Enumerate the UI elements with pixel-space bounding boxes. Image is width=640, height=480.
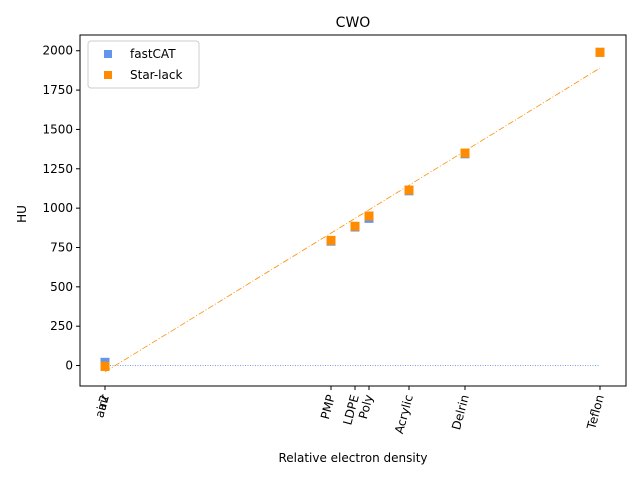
x-axis-label: Relative electron density — [278, 451, 427, 465]
y-tick-label-2: 500 — [50, 280, 73, 294]
x-tick-label-6: Delrin — [449, 393, 472, 431]
x-tick-label-7: Teflon — [584, 393, 607, 432]
y-tick-label-5: 1250 — [42, 162, 73, 176]
marker-1-3 — [350, 221, 360, 231]
x-tick-label-4: Poly — [356, 393, 376, 420]
x-tick-label-2: PMP — [318, 393, 338, 421]
y-tick-label-0: 0 — [65, 359, 73, 373]
fit-line-1 — [104, 67, 601, 373]
y-tick-label-4: 1000 — [42, 201, 73, 215]
y-tick-label-6: 1500 — [42, 122, 73, 136]
legend-label-1: Star-lack — [130, 68, 182, 82]
y-tick-label-7: 1750 — [42, 83, 73, 97]
marker-1-4 — [364, 211, 374, 221]
y-axis-label: HU — [15, 205, 29, 223]
marker-1-7 — [595, 47, 605, 57]
x-tick-label-5: Acrylic — [392, 393, 416, 435]
marker-1-2 — [326, 235, 336, 245]
legend-box — [87, 40, 200, 89]
marker-1-1 — [100, 361, 110, 371]
marker-1-5 — [404, 185, 414, 195]
y-tick-label-1: 250 — [50, 319, 73, 333]
marker-1-6 — [460, 148, 470, 158]
legend: fastCAT Star-lack — [87, 40, 200, 89]
legend-marker-1 — [104, 71, 112, 79]
y-tick-label-8: 2000 — [42, 44, 73, 58]
x-tick-label-1: air2 — [92, 393, 112, 419]
y-tick-label-3: 750 — [50, 240, 73, 254]
plot-frame — [79, 34, 627, 387]
legend-marker-0 — [104, 50, 112, 58]
legend-label-0: fastCAT — [130, 47, 176, 61]
x-tick-label-0: air — [94, 393, 112, 412]
chart-title: CWO — [336, 15, 371, 31]
